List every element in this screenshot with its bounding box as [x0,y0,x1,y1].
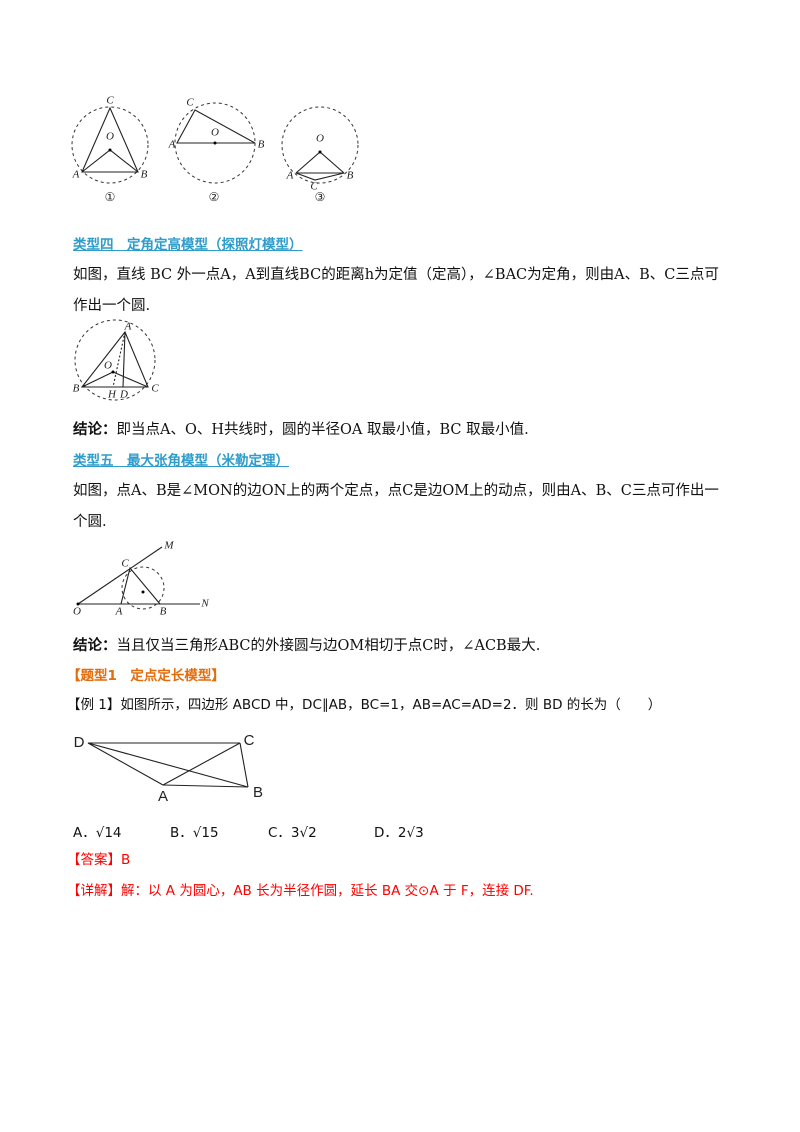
explanation: 【详解】解：以 A 为圆心，AB 长为半径作圆，延长 BA 交⊙A 于 F，连接… [67,876,727,907]
option: C．3√2 [268,825,317,841]
conclusion-text: 即当点A、O、H共线时，圆的半径OA 取最小值，BC 取最小值. [116,422,529,438]
label: A [115,606,123,618]
label: C [151,383,159,395]
conclusion-label: 结论： [73,422,117,438]
paragraph: 如图，直线 BC 外一点A，A到直线BC的距离h为定值（定高），∠BAC为定角，… [73,267,719,314]
label: O [316,133,324,145]
label: B [258,139,265,151]
answer-label: 【答案】 [67,852,121,868]
label: N [200,598,209,610]
conclusion: 结论：当且仅当三角形ABC的外接圆与边OM相切于点C时，∠ACB最大. [73,631,733,662]
label: B [347,170,354,182]
caption: ① [105,190,116,204]
conclusion-text: 当且仅当三角形ABC的外接圆与边OM相切于点C时，∠ACB最大. [116,638,541,654]
answer: 【答案】B [67,845,727,876]
explanation-label: 【详解】 [67,883,121,899]
label: A [158,788,168,805]
label: A [124,321,132,333]
answer-text: B [121,852,131,868]
label: C [310,181,318,193]
example-label: 【例 1】 [67,697,121,713]
label: B [141,169,148,181]
paragraph: 如图，点A、B是∠MON的边ON上的两个定点，点C是边OM上的动点，则由A、B、… [73,483,719,530]
question-text: 如图所示，四边形 ABCD 中，DC∥AB，BC=1，AB=AC=AD=2．则 … [120,697,662,713]
label: A [72,169,80,181]
label: B [73,383,80,395]
label: C [186,97,194,109]
option: B．√15 [170,825,219,841]
option: A．√14 [73,825,122,841]
label: D [119,389,128,401]
label: B [160,606,167,618]
label: B [253,784,263,801]
label: O [211,127,219,139]
option: D．2√3 [374,825,424,841]
caption: ③ [315,190,326,204]
problem-type: 【题型1 定点定长模型】 [67,668,225,684]
label: C [106,95,114,107]
section-title: 类型四 定角定高模型（探照灯模型） [73,237,303,253]
question: 【例 1】如图所示，四边形 ABCD 中，DC∥AB，BC=1，AB=AC=AD… [67,690,727,721]
label: M [163,540,174,552]
label: C [244,732,255,749]
label: O [104,360,112,372]
caption: ② [209,190,220,204]
label: A [286,170,294,182]
label: O [106,131,114,143]
conclusion-label: 结论： [73,638,117,654]
label: O [73,606,81,618]
label: H [107,389,117,401]
label: D [74,734,85,751]
conclusion: 结论：即当点A、O、H共线时，圆的半径OA 取最小值，BC 取最小值. [73,415,733,446]
label: C [121,558,129,570]
label: A [168,139,176,151]
section-title: 类型五 最大张角模型（米勒定理） [73,453,289,469]
explanation-text: 解：以 A 为圆心，AB 长为半径作圆，延长 BA 交⊙A 于 F，连接 DF. [121,883,534,899]
